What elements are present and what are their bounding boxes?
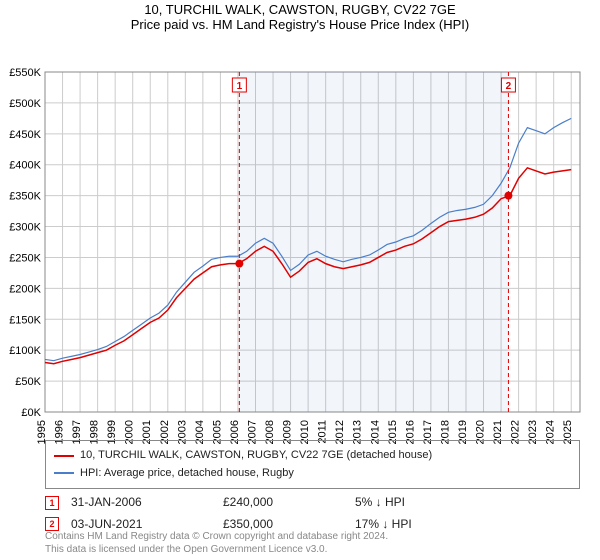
- svg-text:£200K: £200K: [9, 283, 41, 295]
- svg-text:£250K: £250K: [9, 252, 41, 264]
- legend-item: HPI: Average price, detached house, Rugb…: [54, 465, 571, 483]
- footer-line1: Contains HM Land Registry data © Crown c…: [45, 531, 388, 544]
- chart-subtitle: Price paid vs. HM Land Registry's House …: [0, 17, 600, 32]
- svg-text:1: 1: [237, 81, 243, 92]
- svg-text:£450K: £450K: [9, 129, 41, 141]
- legend-swatch: [54, 455, 74, 457]
- chart-title: 10, TURCHIL WALK, CAWSTON, RUGBY, CV22 7…: [0, 2, 600, 17]
- svg-text:£150K: £150K: [9, 314, 41, 326]
- svg-text:2: 2: [506, 81, 512, 92]
- svg-text:£50K: £50K: [15, 376, 41, 388]
- legend-label: 10, TURCHIL WALK, CAWSTON, RUGBY, CV22 7…: [80, 447, 432, 465]
- legend: 10, TURCHIL WALK, CAWSTON, RUGBY, CV22 7…: [45, 440, 580, 489]
- svg-text:£350K: £350K: [9, 191, 41, 203]
- svg-text:£100K: £100K: [9, 345, 41, 357]
- svg-text:£550K: £550K: [9, 67, 41, 79]
- svg-text:£300K: £300K: [9, 222, 41, 234]
- price-chart: 1 2 £0K £50K £100K £150K £200K £250K £300K £350K…: [0, 32, 600, 467]
- marker-row: 1 31-JAN-2006 £240,000 5% ↓ HPI: [45, 492, 580, 514]
- marker-table: 131-JAN-2006£240,0005% ↓ HPI203-JUN-2021…: [45, 492, 580, 535]
- marker-price: £240,000: [223, 492, 343, 514]
- legend-swatch: [54, 472, 74, 474]
- marker-date: 31-JAN-2006: [71, 492, 211, 514]
- marker-number-box: 2: [45, 517, 59, 531]
- footer-attribution: Contains HM Land Registry data © Crown c…: [45, 531, 388, 556]
- marker-number-box: 1: [45, 496, 59, 510]
- legend-label: HPI: Average price, detached house, Rugb…: [80, 465, 294, 483]
- svg-text:£0K: £0K: [21, 407, 41, 419]
- svg-text:£500K: £500K: [9, 98, 41, 110]
- marker-hpi: 5% ↓ HPI: [355, 492, 475, 514]
- footer-line2: This data is licensed under the Open Gov…: [45, 544, 388, 557]
- legend-item: 10, TURCHIL WALK, CAWSTON, RUGBY, CV22 7…: [54, 447, 571, 465]
- svg-text:£400K: £400K: [9, 160, 41, 172]
